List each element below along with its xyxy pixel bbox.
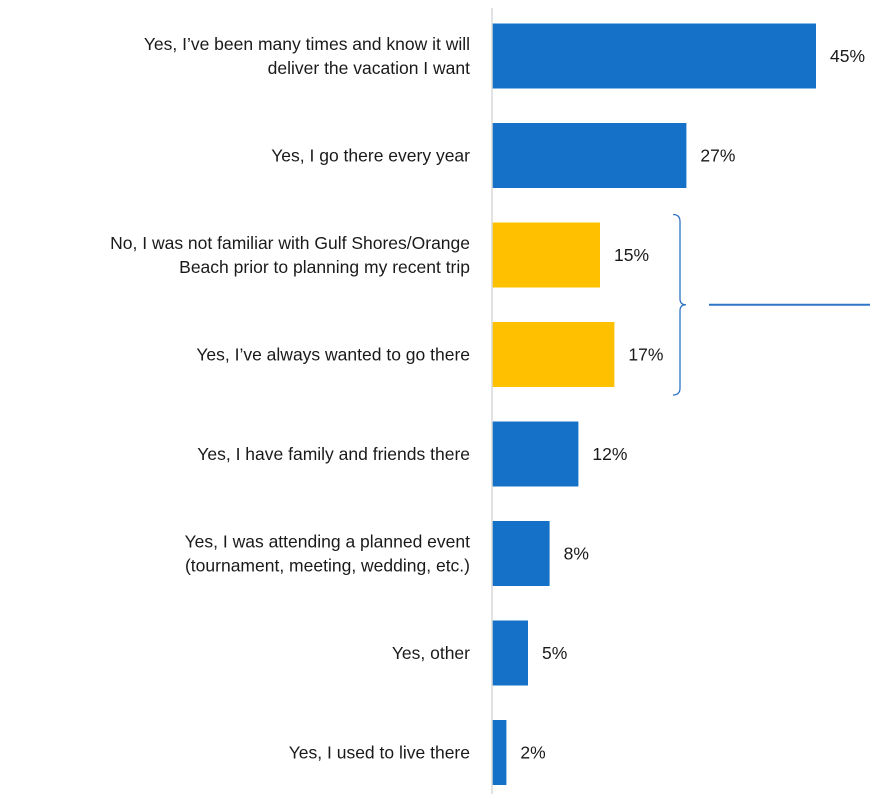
data-label: 5% [542, 643, 567, 663]
bar [492, 720, 507, 785]
bar [492, 620, 528, 686]
category-label: Yes, I used to live there [289, 743, 470, 763]
value-labels-layer: 45% 27% 15% 17% 12% 8% 5% 2% [520, 46, 865, 763]
bar [492, 322, 615, 387]
category-label: Yes, other [392, 643, 470, 663]
bracket [672, 213, 687, 396]
bar [492, 222, 600, 288]
data-label: 2% [520, 743, 545, 763]
bars-layer [492, 23, 816, 785]
data-label: 17% [628, 345, 663, 365]
bar [492, 23, 816, 89]
data-label: 27% [700, 146, 735, 166]
category-label: Yes, I’ve been many times and know it wi… [144, 34, 470, 54]
category-label: Yes, I’ve always wanted to go there [196, 345, 470, 365]
category-label: deliver the vacation I want [268, 58, 470, 78]
data-label: 12% [592, 444, 627, 464]
category-label: Yes, I go there every year [271, 146, 470, 166]
bar [492, 421, 579, 487]
category-label: Yes, I was attending a planned event [185, 532, 471, 552]
data-label: 45% [830, 46, 865, 66]
category-labels-layer: Yes, I’ve been many times and know it wi… [110, 34, 470, 763]
category-label: Yes, I have family and friends there [197, 444, 470, 464]
bracket-annotation [672, 213, 870, 396]
category-label: Beach prior to planning my recent trip [179, 257, 470, 277]
bar [492, 123, 687, 188]
data-label: 15% [614, 245, 649, 265]
category-label: No, I was not familiar with Gulf Shores/… [110, 233, 470, 253]
bar [492, 521, 550, 586]
category-label: (tournament, meeting, wedding, etc.) [185, 556, 470, 576]
data-label: 8% [564, 544, 589, 564]
